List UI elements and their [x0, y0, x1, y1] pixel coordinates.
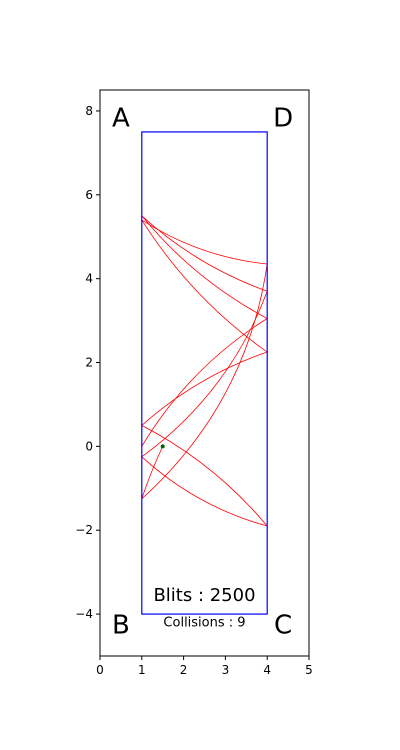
y-tick-label: −4	[75, 607, 93, 621]
y-tick-label: 0	[85, 439, 93, 453]
blits-annotation: Blits : 2500	[153, 585, 255, 606]
trajectory-segment	[141, 263, 268, 500]
y-tick-label: 4	[85, 272, 93, 286]
trajectory-segment	[141, 446, 164, 499]
x-tick-label: 4	[263, 663, 271, 677]
collisions-annotation: Collisions : 9	[163, 615, 245, 630]
trajectory-segment	[141, 291, 268, 458]
trajectory-segment	[141, 215, 268, 319]
x-tick-label: 1	[138, 663, 146, 677]
trajectory-segment	[141, 219, 268, 353]
trajectory-segment	[141, 215, 268, 292]
trajectory-segment	[141, 425, 268, 527]
corner-label-a: A	[112, 103, 130, 133]
axes-frame	[99, 89, 310, 657]
trajectory-segment	[141, 219, 268, 265]
y-tick-label: 8	[85, 104, 93, 118]
x-tick-label: 2	[180, 663, 188, 677]
trajectory-segment	[141, 318, 268, 447]
y-tick-label: 6	[85, 188, 93, 202]
corner-label-b: B	[112, 611, 130, 641]
y-tick-label: −2	[75, 523, 93, 537]
plot-area: 0 1 2 3 4 5 −4 −2 0 2 4 6 8 A D B C Blits : 2500 Collision…	[75, 89, 313, 677]
billiard-box	[141, 131, 268, 615]
x-tick-label: 5	[305, 663, 313, 677]
x-tick-label: 3	[222, 663, 230, 677]
y-tick-label: 2	[85, 356, 93, 370]
corner-label-d: D	[273, 103, 293, 133]
trajectory-segment	[141, 456, 268, 527]
corner-label-c: C	[274, 611, 292, 641]
trajectory-segment	[141, 351, 268, 426]
x-tick-label: 0	[96, 663, 104, 677]
particle-point	[160, 444, 165, 449]
